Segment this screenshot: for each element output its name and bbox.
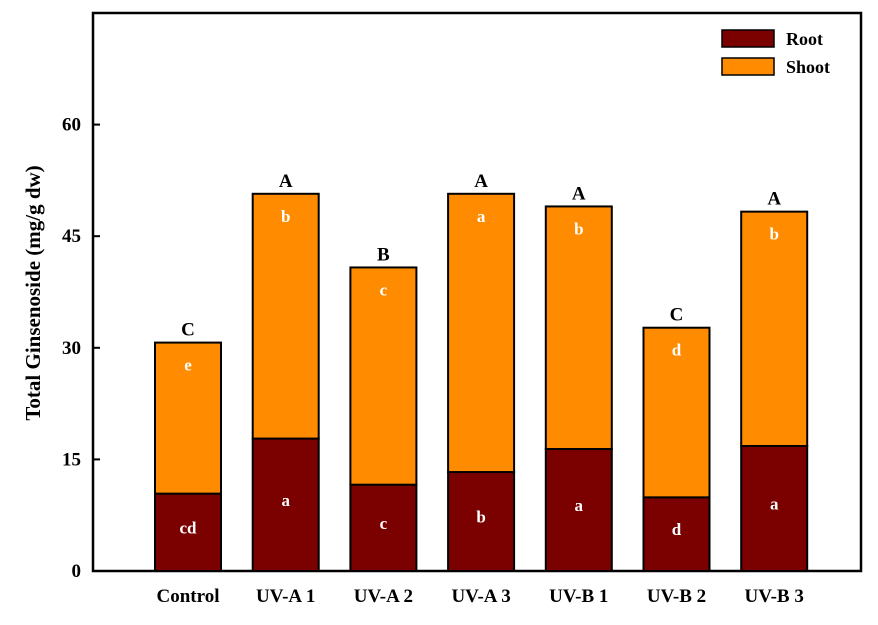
shoot-sig-label: b [281,207,290,226]
total-sig-label: B [377,244,390,265]
shoot-sig-label: b [574,219,583,238]
shoot-sig-label: b [769,225,778,244]
y-tick-label: 60 [62,115,81,136]
bar-shoot [544,205,613,450]
shoot-sig-label: d [672,341,682,360]
total-sig-label: A [572,183,586,204]
total-sig-label: A [767,189,781,210]
bar-shoot [447,192,516,474]
y-axis-label: Total Ginsenoside (mg/g dw) [21,165,45,420]
root-sig-label: d [672,520,682,539]
bar-root [544,447,613,573]
total-sig-label: C [181,320,195,341]
bar-shoot [642,326,711,499]
root-sig-label: c [380,514,388,533]
legend-label-root: Root [786,29,823,49]
root-sig-label: b [476,508,485,527]
legend: Root Shoot [721,29,830,77]
x-category-label: UV-B 1 [549,586,608,607]
shoot-sig-label: c [380,280,388,299]
x-category-label: UV-A 1 [256,586,315,607]
x-category-label: UV-B 3 [745,586,804,607]
x-category-label: Control [157,586,220,607]
x-category-label: UV-A 2 [354,586,413,607]
y-tick-label: 15 [62,449,81,470]
legend-label-shoot: Shoot [786,57,830,77]
bar-shoot [740,210,809,448]
root-sig-label: a [575,496,584,515]
total-sig-label: A [279,171,293,192]
shoot-sig-label: e [184,356,192,375]
root-sig-label: a [281,491,290,510]
y-tick-label: 0 [72,561,82,582]
bar-shoot [349,266,418,486]
total-sig-label: A [474,171,488,192]
y-tick-label: 45 [62,226,81,247]
x-category-label: UV-A 3 [451,586,510,607]
bar-root [251,437,320,572]
total-sig-label: C [670,305,684,326]
bar-root [642,496,711,572]
bar-shoot [154,341,222,495]
shoot-sig-label: a [477,207,486,226]
root-sig-label: cd [180,518,198,537]
bar-root [447,471,516,573]
x-category-label: UV-B 2 [647,586,706,607]
y-tick-label: 30 [62,338,81,359]
legend-swatch-shoot [721,57,775,76]
bar-shoot [251,192,320,440]
root-sig-label: a [770,495,779,514]
legend-swatch-root [721,29,775,48]
